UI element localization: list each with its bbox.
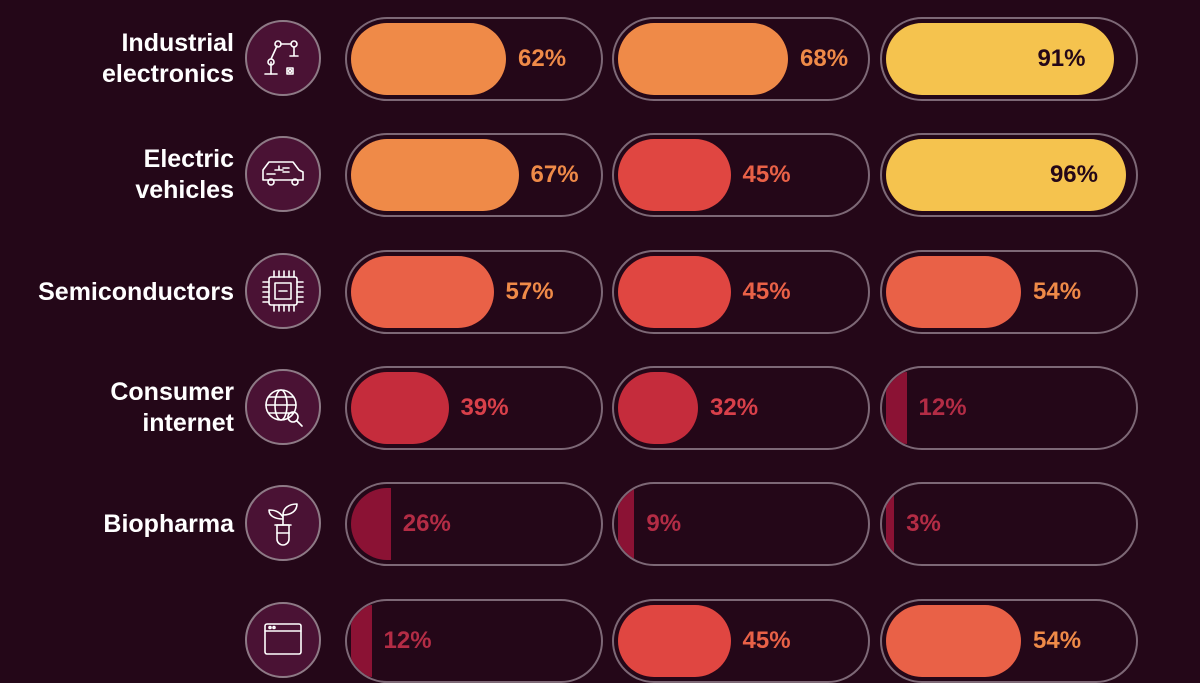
bar-track: 57% [345, 250, 603, 334]
bar [351, 372, 449, 444]
category-icon-badge [245, 369, 321, 445]
bar [351, 139, 519, 211]
chart-row: Semiconductors 57% 45% 54% [0, 250, 1200, 334]
value-label: 45% [742, 627, 791, 654]
value-label: 39% [460, 394, 509, 421]
category-label: Industrial electronics [102, 17, 234, 101]
electric-car-icon [262, 161, 304, 186]
bar [618, 372, 698, 444]
browser-window-icon [264, 623, 302, 655]
bar-track: 45% [612, 133, 870, 217]
category-label: Electric vehicles [135, 133, 234, 217]
value-label: 91% [1037, 45, 1086, 72]
bar-track: 45% [612, 250, 870, 334]
bar-track: 68% [612, 17, 870, 101]
value-label: 3% [906, 510, 941, 537]
category-label: Consumer internet [110, 366, 234, 450]
bar-track: 54% [880, 250, 1138, 334]
bar [886, 372, 907, 444]
category-icon-badge [245, 253, 321, 329]
category-label-line: vehicles [135, 176, 234, 204]
category-label-line: Consumer [110, 378, 234, 406]
bar-track: 39% [345, 366, 603, 450]
value-label: 12% [383, 627, 432, 654]
bar-track: 62% [345, 17, 603, 101]
bar-track: 67% [345, 133, 603, 217]
category-icon-badge [245, 602, 321, 678]
value-label: 67% [530, 161, 579, 188]
bar-track: 96% [880, 133, 1138, 217]
bar [886, 605, 1021, 677]
value-label: 9% [646, 510, 682, 537]
category-label-line: Electric [143, 145, 234, 173]
category-icon-badge [245, 485, 321, 561]
bar-track: 32% [612, 366, 870, 450]
value-label: 26% [402, 510, 451, 537]
bar-track: 12% [345, 599, 603, 683]
category-icon-badge [245, 20, 321, 96]
chart-row: Consumer internet 39% 32% 12% [0, 366, 1200, 450]
value-label: 54% [1033, 278, 1082, 305]
bar-track: 12% [880, 366, 1138, 450]
value-label: 57% [505, 278, 554, 305]
bar [886, 23, 1114, 95]
category-label: Semiconductors [38, 250, 234, 334]
globe-search-icon [265, 389, 303, 427]
value-label: 45% [742, 278, 791, 305]
bar-track: 26% [345, 482, 603, 566]
bar [618, 139, 731, 211]
bar [618, 23, 788, 95]
category-label-line: Industrial [121, 29, 234, 57]
bar-track: 9% [612, 482, 870, 566]
bar [351, 23, 506, 95]
value-label: 32% [710, 394, 759, 421]
value-label: 62% [518, 45, 567, 72]
bar-track: 91% [880, 17, 1138, 101]
category-label-line: Semiconductors [38, 277, 234, 306]
bar [351, 256, 494, 328]
chart-row: Electric vehicles 67% 45% 96% [0, 133, 1200, 217]
chart-row: Biopharma 26% 9% 3% [0, 482, 1200, 566]
category-label-line: internet [142, 409, 234, 437]
value-label: 12% [918, 394, 967, 421]
bar [886, 256, 1021, 328]
value-label: 54% [1033, 627, 1082, 654]
chart-row: Industrial electronics 62% 68% 91% [0, 17, 1200, 101]
category-icon-badge [245, 136, 321, 212]
category-label-line: Biopharma [103, 509, 234, 538]
robot-arm-icon [264, 40, 299, 75]
plant-test-tube-icon [268, 503, 298, 546]
category-label: Biopharma [103, 482, 234, 566]
bar [618, 488, 635, 560]
value-label: 68% [800, 45, 849, 72]
bar [351, 605, 372, 677]
chart-row: 12% 45% 54% [0, 599, 1200, 683]
microchip-icon [262, 270, 304, 312]
bar [886, 488, 895, 560]
bar [618, 605, 731, 677]
bar-track: 45% [612, 599, 870, 683]
value-label: 96% [1049, 161, 1098, 188]
bar [351, 488, 391, 560]
bar [886, 139, 1126, 211]
bar-track: 3% [880, 482, 1138, 566]
bar-track: 54% [880, 599, 1138, 683]
bar [618, 256, 731, 328]
value-label: 45% [742, 161, 791, 188]
category-label-line: electronics [101, 60, 234, 88]
